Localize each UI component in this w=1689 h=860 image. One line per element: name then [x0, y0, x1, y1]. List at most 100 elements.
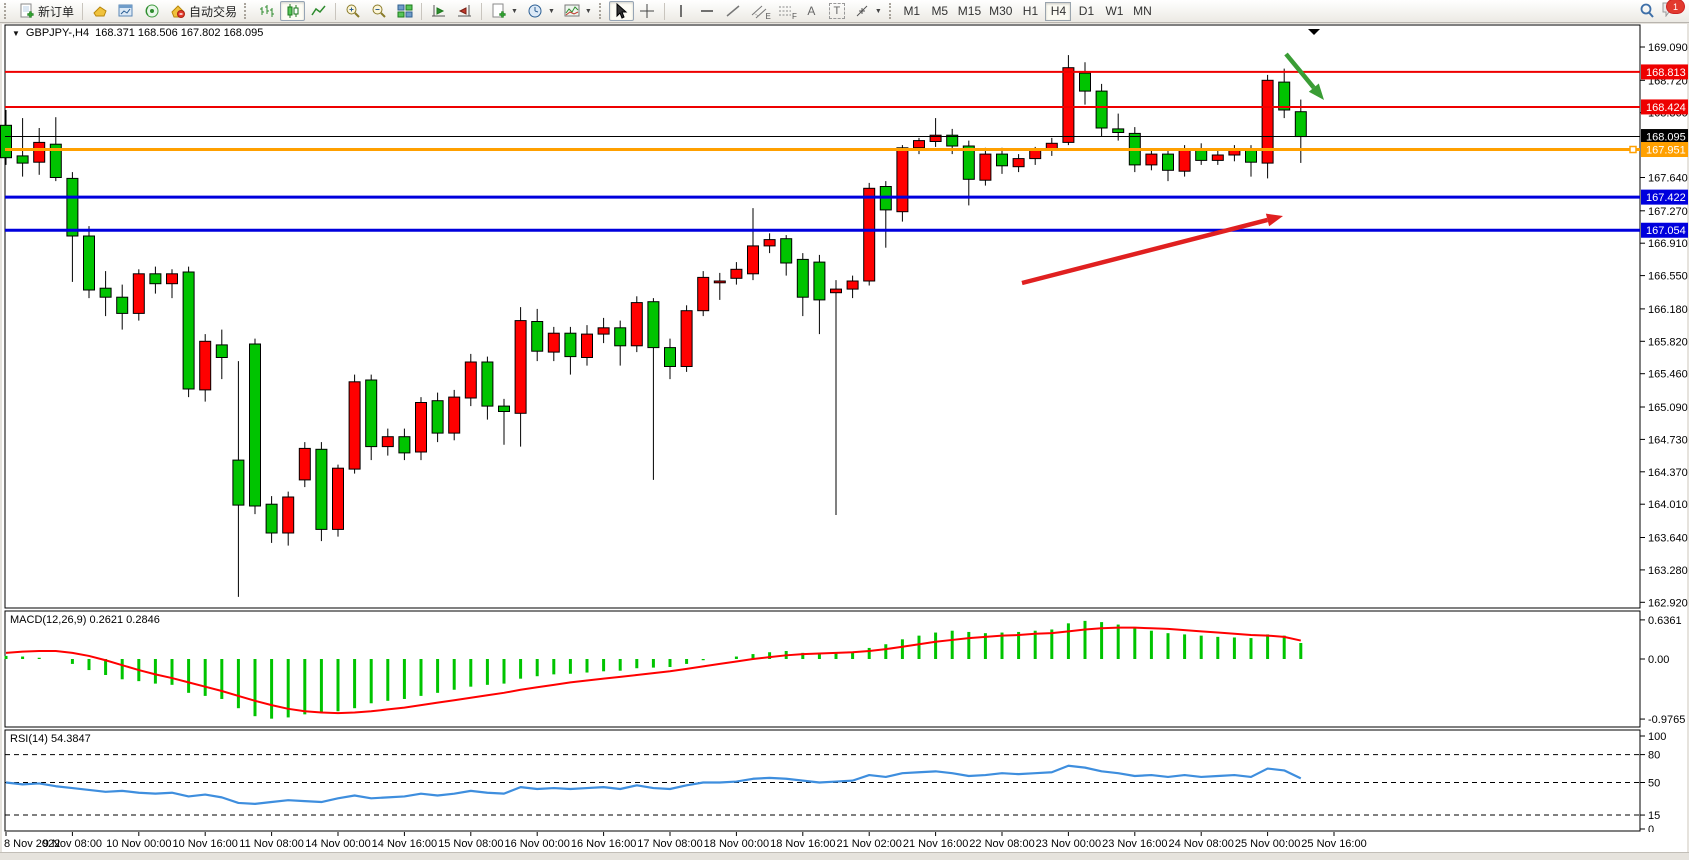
text-tool-button[interactable]: A	[799, 1, 824, 21]
svg-text:167.422: 167.422	[1646, 192, 1686, 204]
new-order-button[interactable]: 新订单	[14, 1, 78, 21]
time-tick-label: 10 Nov 16:00	[172, 838, 237, 850]
green-arrow-annotation[interactable]	[1284, 52, 1324, 100]
indicators-icon	[564, 3, 581, 20]
signals-button[interactable]	[139, 1, 164, 21]
dropdown-arrow-icon: ▼	[547, 7, 555, 15]
price-tick-label: 165.460	[1648, 369, 1688, 381]
price-axis[interactable]: 169.090168.720168.360167.640167.270166.9…	[1640, 42, 1688, 609]
zoom-out-icon	[370, 3, 387, 20]
auto-trading-label: 自动交易	[189, 4, 238, 19]
time-tick-label: 22 Nov 08:00	[969, 838, 1034, 850]
auto-scroll-button[interactable]	[426, 1, 451, 21]
chart-window-button[interactable]	[113, 1, 138, 21]
candlestick-mode-button[interactable]	[280, 1, 306, 21]
channel-tool-button[interactable]: E	[747, 1, 772, 21]
price-tick-label: 163.280	[1648, 565, 1688, 577]
red-arrow-annotation[interactable]	[1021, 213, 1283, 286]
signal-icon	[143, 3, 160, 20]
timeframe-H1[interactable]: H1	[1017, 2, 1043, 21]
tile-windows-button[interactable]	[392, 1, 417, 21]
chart-shift-icon	[456, 3, 473, 20]
search-icon[interactable]	[1638, 3, 1655, 20]
price-tick-label: 166.550	[1648, 271, 1688, 283]
level-line-handle[interactable]	[1629, 145, 1637, 154]
auto-scroll-icon	[430, 3, 447, 20]
timeframe-W1[interactable]: W1	[1101, 2, 1127, 21]
notification-badge: 1	[1666, 0, 1685, 14]
fibonacci-tool-button[interactable]: F	[773, 1, 798, 21]
toolbar-grip[interactable]	[244, 3, 250, 19]
rsi-tick-label: 100	[1648, 731, 1666, 743]
price-tick-label: 165.820	[1648, 336, 1688, 348]
time-tick-label: 16 Nov 16:00	[571, 838, 636, 850]
toolbar-grip[interactable]	[4, 3, 10, 19]
vertical-line-tool-button[interactable]	[669, 1, 694, 21]
timeframe-M1[interactable]: M1	[899, 2, 925, 21]
dropdown-arrow-icon: ▼	[874, 7, 882, 15]
macd-indicator-label: MACD(12,26,9) 0.2621 0.2846	[10, 614, 160, 626]
cursor-tool-button[interactable]	[608, 1, 634, 21]
bar-chart-icon	[258, 3, 275, 20]
notifications-button[interactable]: 1	[1661, 0, 1685, 21]
horizontal-level-lines[interactable]	[5, 70, 1640, 232]
price-badge-168.813: 168.813	[1641, 64, 1688, 80]
chart-shift-marker-icon[interactable]	[1308, 29, 1320, 35]
price-badge-168.424: 168.424	[1641, 99, 1688, 115]
toolbar-grip[interactable]	[598, 3, 605, 19]
time-tick-label: 23 Nov 00:00	[1036, 838, 1101, 850]
timeframe-MN[interactable]: MN	[1129, 2, 1155, 21]
line-chart-mode-button[interactable]	[306, 1, 331, 21]
bar-chart-mode-button[interactable]	[254, 1, 279, 21]
timeframe-M15[interactable]: M15	[955, 2, 984, 21]
fibonacci-tool-letter: F	[791, 12, 797, 21]
svg-text:167.951: 167.951	[1646, 145, 1686, 157]
timeframe-M30[interactable]: M30	[986, 2, 1015, 21]
svg-text:168.095: 168.095	[1646, 132, 1686, 144]
indicators-button[interactable]: ▼	[560, 1, 596, 21]
time-tick-label: 11 Nov 08:00	[239, 838, 304, 850]
text-label-tool-button[interactable]: T	[825, 1, 849, 21]
macd-panel[interactable]: 0.6361 0.00 -0.9765	[4, 615, 1685, 726]
timeframe-D1[interactable]: D1	[1073, 2, 1099, 21]
crosshair-tool-button[interactable]	[635, 1, 660, 21]
clock-icon	[527, 3, 544, 20]
price-tick-label: 164.010	[1648, 499, 1688, 511]
text-icon: A	[807, 4, 816, 18]
time-tick-label: 14 Nov 16:00	[372, 838, 437, 850]
zoom-out-button[interactable]	[366, 1, 391, 21]
market-watch-button[interactable]	[87, 1, 112, 21]
zoom-in-button[interactable]	[340, 1, 365, 21]
horizontal-line-tool-button[interactable]	[695, 1, 720, 21]
chart-surface[interactable]: 169.090168.720168.360167.640167.270166.9…	[0, 23, 1689, 860]
chart-shift-button[interactable]	[452, 1, 477, 21]
periods-button[interactable]: ▼	[523, 1, 559, 21]
timeframe-H4[interactable]: H4	[1045, 1, 1072, 21]
price-tick-label: 164.370	[1648, 467, 1688, 479]
toolbar-grip[interactable]	[888, 3, 895, 19]
price-badge-168.095: 168.095	[1641, 129, 1688, 145]
tile-windows-icon	[396, 3, 413, 20]
macd-signal-line	[5, 626, 1302, 715]
rsi-panel[interactable]: 100 80 50 15 0	[5, 731, 1666, 836]
templates-button[interactable]: ▼	[486, 1, 522, 21]
price-tick-label: 167.640	[1648, 173, 1688, 185]
arrows-tool-button[interactable]: ▼	[850, 1, 886, 21]
new-order-label: 新订单	[38, 4, 75, 19]
chart-title: ▼ GBPJPY-,H4 168.371 168.506 167.802 168…	[12, 27, 263, 39]
candles-layer	[0, 55, 1307, 597]
auto-trading-icon	[169, 3, 186, 20]
time-tick-label: 16 Nov 00:00	[504, 838, 569, 850]
zoom-in-icon	[344, 3, 361, 20]
trendline-tool-button[interactable]	[721, 1, 746, 21]
price-tick-label: 163.640	[1648, 533, 1688, 545]
price-badge-167.054: 167.054	[1641, 222, 1688, 238]
chart-menu-arrow-icon[interactable]: ▼	[12, 28, 20, 38]
auto-trading-button[interactable]: 自动交易	[165, 1, 241, 21]
equidistant-channel-icon	[751, 3, 768, 20]
time-tick-label: 25 Nov 16:00	[1301, 838, 1366, 850]
timeframe-M5[interactable]: M5	[927, 2, 953, 21]
rsi-tick-label: 0	[1648, 824, 1654, 836]
chart-ohlc-values: 168.371 168.506 167.802 168.095	[95, 27, 264, 39]
